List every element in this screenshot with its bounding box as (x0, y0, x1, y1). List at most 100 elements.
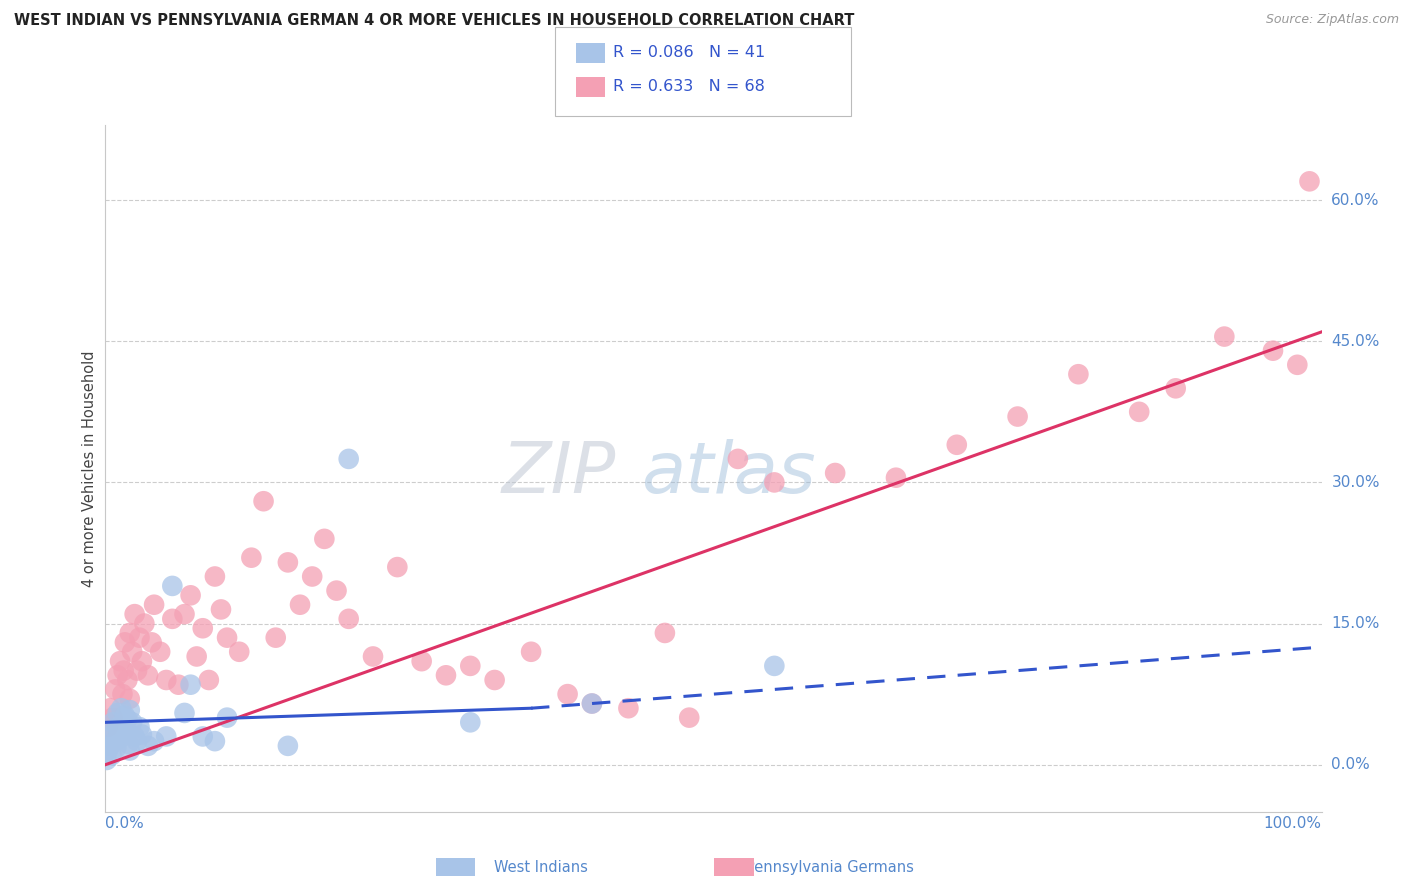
Point (763, 475, 786, 490)
Point (228, 645, 250, 659)
Point (143, 598, 166, 612)
Text: 45.0%: 45.0% (1331, 334, 1379, 349)
Point (557, 687, 579, 701)
Point (111, 718, 134, 732)
Point (727, 451, 749, 466)
Point (1298, 174, 1320, 188)
Point (191, 730, 214, 744)
Text: R = 0.633   N = 68: R = 0.633 N = 68 (613, 79, 765, 94)
Point (124, 730, 146, 744)
Point (173, 706, 195, 720)
Point (118, 743, 141, 757)
Point (131, 728, 153, 742)
Point (301, 569, 323, 583)
Text: atlas: atlas (641, 439, 815, 508)
Point (337, 612, 360, 626)
Point (204, 569, 226, 583)
Point (361, 649, 384, 664)
Point (314, 532, 336, 546)
Point (108, 654, 131, 668)
Point (107, 720, 129, 734)
Text: West Indians: West Indians (495, 860, 588, 874)
Point (117, 713, 139, 727)
Point (108, 728, 131, 742)
Point (143, 734, 166, 748)
Point (121, 715, 143, 730)
Point (581, 697, 603, 711)
Point (105, 740, 128, 755)
Point (125, 664, 148, 678)
Point (136, 668, 159, 682)
Point (1286, 358, 1309, 372)
Point (111, 687, 134, 701)
Point (484, 673, 506, 687)
Point (96, 753, 118, 767)
Point (458, 715, 481, 730)
Text: Pennsylvania Germans: Pennsylvania Germans (745, 860, 914, 874)
Point (118, 626, 141, 640)
Point (131, 654, 153, 668)
Point (1164, 381, 1187, 395)
Text: Source: ZipAtlas.com: Source: ZipAtlas.com (1265, 13, 1399, 27)
Point (581, 697, 603, 711)
Point (108, 731, 131, 746)
Point (125, 734, 148, 748)
Point (101, 715, 124, 730)
Point (217, 711, 239, 725)
Point (252, 494, 274, 508)
Point (180, 678, 202, 692)
Y-axis label: 4 or more Vehicles in Household: 4 or more Vehicles in Household (82, 350, 97, 587)
Text: 15.0%: 15.0% (1331, 616, 1379, 631)
Point (124, 607, 146, 621)
Point (288, 598, 311, 612)
Point (411, 654, 433, 668)
Point (763, 659, 786, 673)
Point (149, 645, 172, 659)
Point (114, 635, 136, 649)
Point (277, 555, 299, 569)
Point (101, 711, 124, 725)
Text: R = 0.086   N = 41: R = 0.086 N = 41 (613, 45, 765, 60)
Point (115, 724, 138, 739)
Point (654, 626, 676, 640)
Point (155, 673, 177, 687)
Text: 0.0%: 0.0% (1331, 757, 1369, 772)
Text: ZIP: ZIP (502, 439, 616, 508)
Point (204, 734, 226, 748)
Point (678, 711, 700, 725)
Text: WEST INDIAN VS PENNSYLVANIA GERMAN 4 OR MORE VEHICLES IN HOUSEHOLD CORRELATION C: WEST INDIAN VS PENNSYLVANIA GERMAN 4 OR … (14, 13, 855, 29)
Point (434, 668, 457, 682)
Point (167, 678, 190, 692)
Point (117, 673, 139, 687)
Point (162, 612, 184, 626)
Point (128, 631, 150, 645)
Point (198, 673, 221, 687)
Point (520, 645, 543, 659)
Point (112, 664, 135, 678)
Point (180, 588, 202, 602)
Point (617, 701, 640, 715)
Point (264, 631, 287, 645)
Point (107, 706, 129, 720)
Point (100, 748, 122, 763)
Point (110, 701, 132, 715)
Point (458, 659, 481, 673)
Text: 60.0%: 60.0% (1331, 193, 1379, 208)
Point (1128, 405, 1150, 419)
Point (240, 550, 263, 565)
Point (1067, 368, 1090, 382)
Point (104, 734, 127, 748)
Point (162, 579, 184, 593)
Point (104, 682, 127, 697)
Point (155, 730, 177, 744)
Point (118, 691, 141, 706)
Point (824, 466, 846, 480)
Point (117, 737, 139, 751)
Point (217, 631, 239, 645)
Point (112, 722, 135, 736)
Point (325, 583, 347, 598)
Point (136, 739, 159, 753)
Point (1261, 343, 1284, 358)
Point (118, 703, 141, 717)
Point (277, 739, 299, 753)
